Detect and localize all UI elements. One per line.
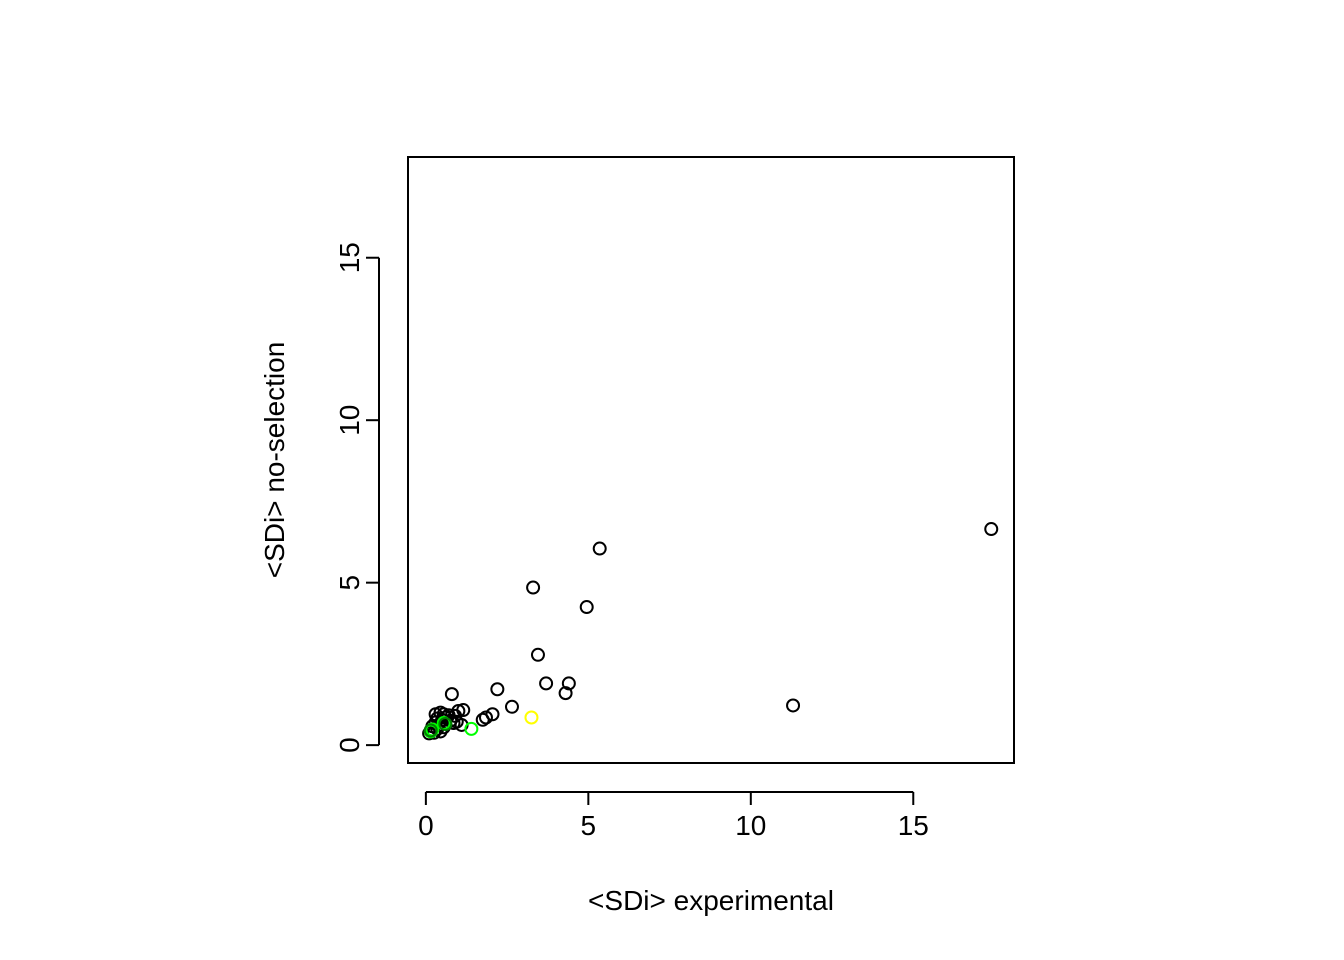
data-point [504,699,519,714]
data-point [530,647,545,662]
data-point [524,710,539,725]
data-point [490,682,505,697]
data-points [422,522,999,741]
y-axis: 0 5 10 15 [334,242,380,753]
y-tick-label: 15 [334,242,365,273]
y-axis-label: <SDi> no-selection [259,342,290,579]
x-tick-label: 10 [735,810,766,841]
y-tick-label: 10 [334,405,365,436]
data-point [464,721,479,736]
data-point [526,580,541,595]
data-point [478,710,493,725]
data-point [561,676,576,691]
x-axis: 0 5 10 15 [418,791,929,841]
data-point [438,717,453,732]
data-point [558,686,573,701]
data-point [786,698,801,713]
x-axis-label: <SDi> experimental [588,885,834,916]
y-tick-label: 0 [334,737,365,753]
data-point [984,522,999,537]
data-point [592,541,607,556]
x-tick-label: 5 [581,810,597,841]
data-point [539,676,554,691]
plot-frame [407,156,1015,764]
x-tick-label: 0 [418,810,434,841]
data-point [475,712,490,727]
data-point [423,723,438,738]
data-point [579,600,594,615]
y-tick-label: 5 [334,575,365,591]
data-point [444,687,459,702]
x-tick-label: 15 [898,810,929,841]
